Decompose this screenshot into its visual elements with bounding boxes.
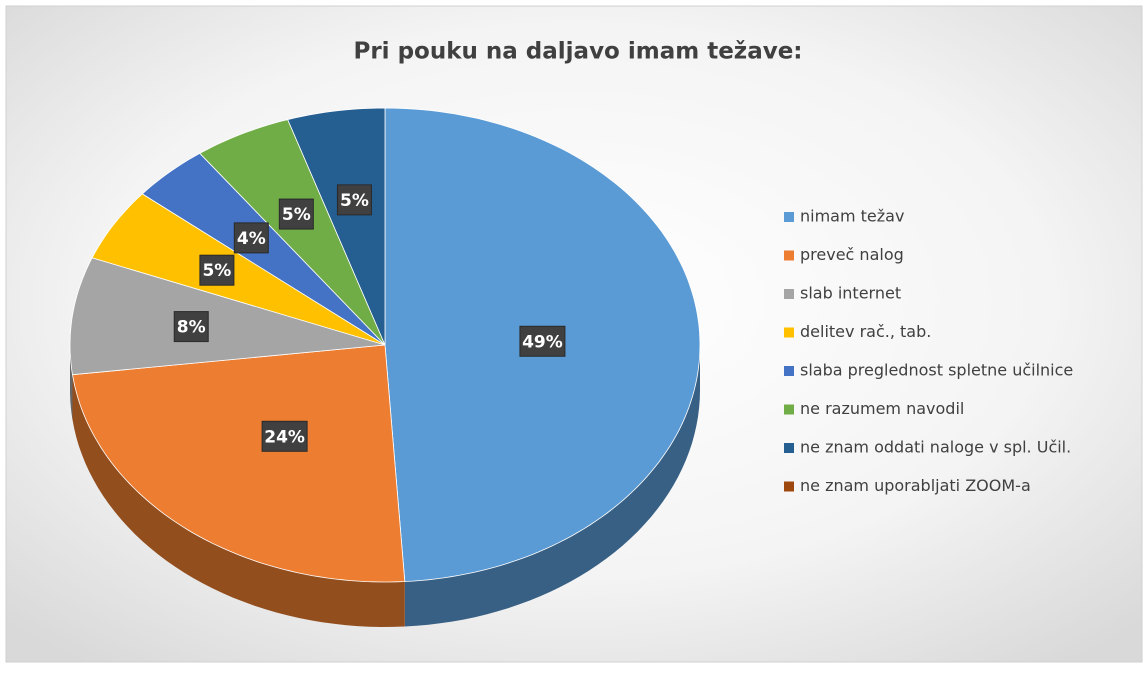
data-label: 5% <box>282 205 311 225</box>
slice <box>69 257 386 376</box>
slice-side <box>70 345 73 420</box>
legend-swatch <box>784 481 794 492</box>
slice <box>72 344 406 583</box>
legend-label: slaba preglednost spletne učilnice <box>800 361 1073 380</box>
data-label-box <box>519 325 566 357</box>
data-label: 5% <box>202 261 231 281</box>
legend-label: delitev rač., tab. <box>800 322 931 341</box>
data-label: 24% <box>264 427 305 447</box>
legend-label: nimam težav <box>800 207 904 226</box>
legend-label: preveč nalog <box>800 245 904 264</box>
legend-label: ne razumem navodil <box>800 399 964 418</box>
data-label-box <box>233 222 269 254</box>
data-label-box <box>261 420 308 452</box>
data-label-box <box>336 184 372 216</box>
legend-swatch <box>784 327 794 338</box>
legend-swatch <box>784 404 794 415</box>
slice-side <box>404 345 700 627</box>
slice <box>287 107 386 346</box>
slice <box>199 119 386 346</box>
slice-side <box>72 374 405 627</box>
legend-swatch <box>784 289 794 299</box>
legend-swatch <box>784 366 794 376</box>
legend-label: slab internet <box>800 284 901 303</box>
data-label: 8% <box>177 318 206 338</box>
legend-swatch <box>784 443 794 453</box>
slice <box>91 193 386 346</box>
data-label: 5% <box>340 191 369 211</box>
data-label-box <box>173 311 209 343</box>
legend-label: ne znam uporabljati ZOOM-a <box>800 476 1031 495</box>
data-label-box <box>278 198 314 230</box>
data-label-box <box>199 254 235 286</box>
legend-swatch <box>784 250 794 261</box>
data-label: 49% <box>522 332 563 352</box>
legend-swatch <box>784 212 794 222</box>
legend-label: ne znam oddati naloge v spl. Učil. <box>800 438 1071 457</box>
chart-title: Pri pouku na daljavo imam težave: <box>353 39 802 65</box>
data-label: 4% <box>237 229 266 249</box>
